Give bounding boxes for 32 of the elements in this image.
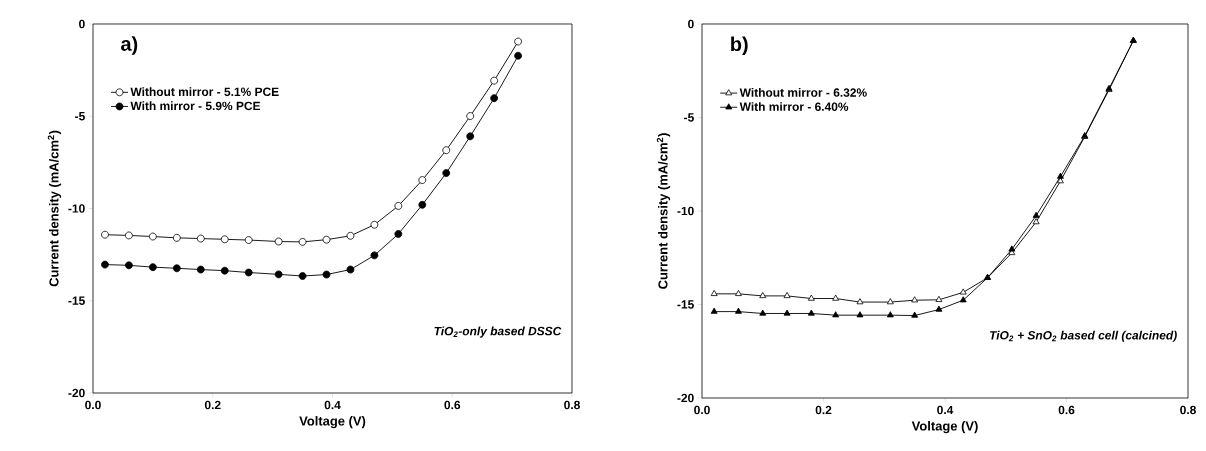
x-tick-label: 0.0 — [694, 405, 710, 415]
x-tick-label: 0.2 — [204, 400, 221, 410]
legend-label: Without mirror - 6.32% — [739, 88, 867, 97]
annotation: TiO$_{2}$ + SnO$_{2}$ based cell (calcined) — [990, 330, 1177, 342]
y-axis-title: Current density (mA/cm$^{2}$) — [656, 133, 671, 289]
y-tick-label: -10 — [68, 204, 85, 213]
y-tick-label: -15 — [68, 296, 85, 305]
x-tick-label: 0.2 — [815, 405, 832, 415]
x-tick-label: 0.6 — [444, 400, 461, 410]
y-tick-label: -10 — [677, 206, 694, 216]
annotation: TiO$_{2}$-only based DSSC — [434, 326, 562, 338]
x-tick-label: 0.8 — [1180, 405, 1196, 415]
x-tick-label: 0.0 — [85, 400, 101, 410]
y-tick-label: 0 — [79, 19, 85, 29]
y-tick-label: -20 — [677, 393, 694, 403]
legend-label: With mirror - 5.9% PCE — [130, 101, 261, 111]
x-axis-title: Voltage (V) — [299, 416, 366, 429]
legend-label: With mirror - 6.40% — [739, 102, 849, 111]
text: a) — [121, 36, 138, 55]
text: b) — [731, 36, 748, 56]
legend-label: Without mirror - 5.1% PCE — [130, 87, 279, 96]
y-tick-label: -5 — [684, 113, 694, 122]
y-tick-label: -5 — [75, 112, 85, 121]
x-tick-label: 0.4 — [937, 405, 954, 415]
y-tick-label: -15 — [677, 300, 694, 309]
x-tick-label: 0.8 — [564, 400, 580, 410]
y-tick-label: 0 — [688, 19, 694, 29]
x-tick-label: 0.4 — [324, 400, 341, 410]
y-axis-title: Current density (mA/cm$^{2}$) — [47, 130, 62, 287]
x-tick-label: 0.6 — [1058, 405, 1075, 415]
y-tick-label: -20 — [68, 388, 85, 398]
x-axis-title: Voltage (V) — [911, 421, 978, 434]
